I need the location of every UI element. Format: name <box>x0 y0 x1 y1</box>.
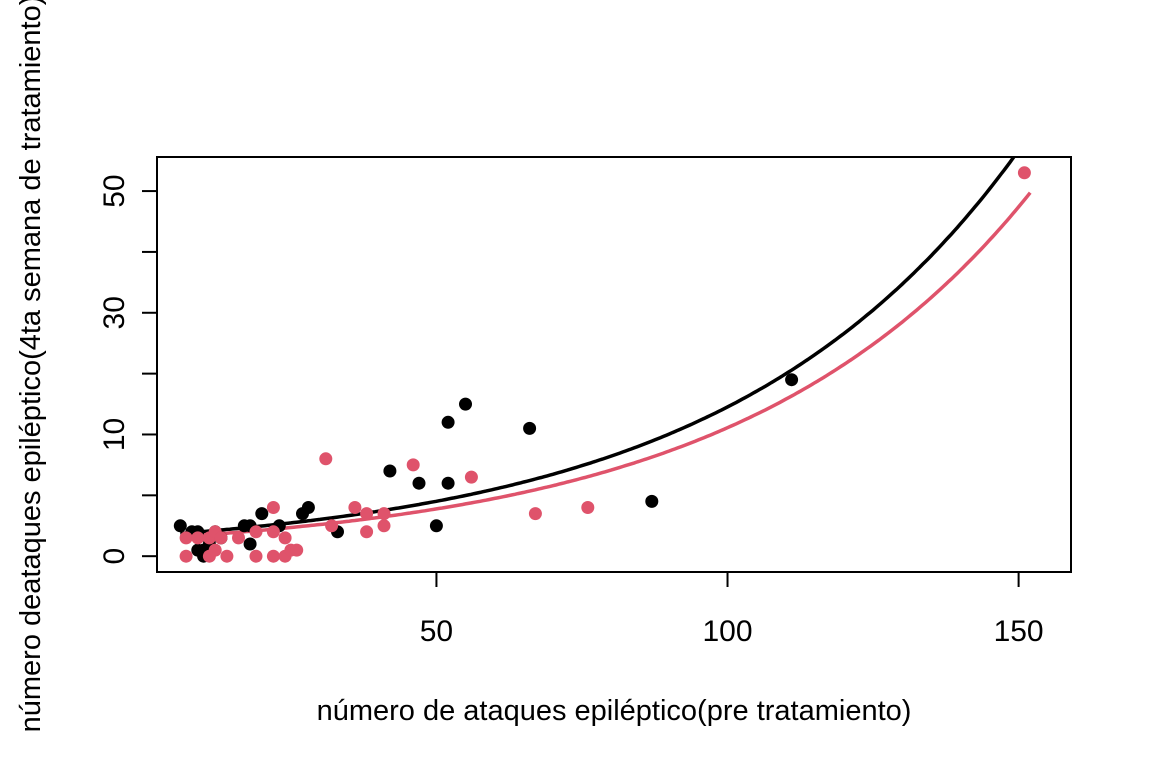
data-point <box>377 507 391 521</box>
x-axis-label: número de ataques epiléptico(pre tratami… <box>317 695 912 727</box>
data-point <box>191 531 205 545</box>
data-point <box>208 543 222 557</box>
y-tick-label: 30 <box>98 296 131 329</box>
data-point <box>266 525 280 539</box>
data-point <box>360 525 374 539</box>
x-tick-label: 100 <box>702 615 752 648</box>
data-point <box>266 501 280 514</box>
data-point <box>645 494 659 508</box>
data-point <box>429 519 443 533</box>
data-point <box>179 549 193 563</box>
data-point <box>220 549 234 563</box>
y-tick-label: 50 <box>98 174 131 207</box>
data-point <box>528 507 542 521</box>
data-point <box>581 501 595 514</box>
data-point <box>243 537 257 551</box>
fit-curve <box>180 191 1032 539</box>
data-points <box>173 166 1031 563</box>
data-point <box>785 373 799 387</box>
y-tick-label: 10 <box>98 418 131 451</box>
x-tick-label: 150 <box>994 615 1044 648</box>
data-point <box>523 421 537 435</box>
data-point <box>348 501 362 514</box>
data-point <box>278 531 292 545</box>
x-axis: 50 100 150 <box>420 571 1044 648</box>
data-point <box>441 476 455 490</box>
data-point <box>464 470 478 484</box>
y-axis: 0 10 30 50 <box>98 174 158 565</box>
data-point <box>412 476 426 490</box>
data-point <box>441 415 455 429</box>
data-point <box>255 507 269 521</box>
data-point <box>173 519 187 533</box>
data-point <box>406 458 420 472</box>
data-point <box>383 464 397 478</box>
data-point <box>377 519 391 533</box>
data-point <box>214 531 228 545</box>
x-tick-label: 50 <box>420 615 453 648</box>
data-point <box>179 531 193 545</box>
data-point <box>325 519 339 533</box>
data-point <box>1017 166 1031 180</box>
data-point <box>249 525 263 539</box>
data-point <box>301 501 315 514</box>
data-point <box>360 507 374 521</box>
data-point <box>249 549 263 563</box>
y-axis-label: número deataques epiléptico(4ta semana d… <box>15 0 47 732</box>
data-point <box>266 549 280 563</box>
data-point <box>319 452 333 466</box>
fit-curve <box>180 157 1016 536</box>
fit-curves <box>180 157 1032 539</box>
data-point <box>459 397 472 411</box>
y-tick-label: 0 <box>98 548 131 565</box>
data-point <box>232 531 245 545</box>
data-point <box>290 543 304 557</box>
